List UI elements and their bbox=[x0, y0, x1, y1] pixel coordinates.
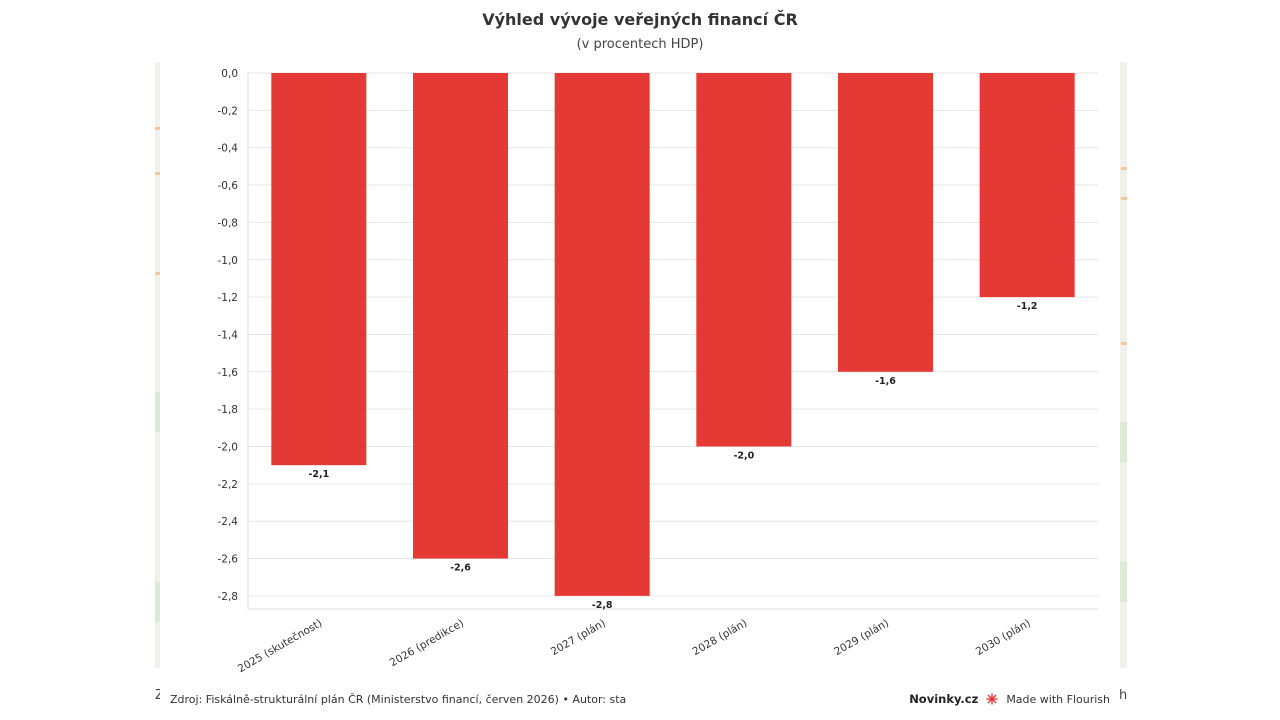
y-tick-label: -1,2 bbox=[218, 292, 239, 304]
chart-embed: Výhled vývoje veřejných financí ČR (v pr… bbox=[160, 0, 1120, 720]
x-tick-label: 2027 (plán) bbox=[549, 617, 608, 658]
y-tick-label: -1,8 bbox=[218, 404, 239, 416]
bar-data-label: -1,6 bbox=[875, 376, 896, 387]
y-tick-label: -0,4 bbox=[218, 143, 239, 155]
y-tick-label: -2,6 bbox=[218, 554, 239, 566]
x-tick-label: 2025 (skutečnost) bbox=[236, 617, 324, 675]
background-edge-char-right: h bbox=[1119, 688, 1128, 703]
y-tick-label: -1,0 bbox=[218, 255, 239, 267]
y-tick-label: -2,8 bbox=[218, 591, 239, 603]
chart-subtitle: (v procentech HDP) bbox=[576, 37, 704, 52]
source-note: Zdroj: Fiskálně-strukturální plán ČR (Mi… bbox=[170, 693, 627, 706]
made-with-flourish-link[interactable]: Made with Flourish bbox=[1006, 692, 1110, 706]
bar-data-label: -2,8 bbox=[592, 600, 613, 611]
bar bbox=[979, 73, 1075, 298]
x-tick-label: 2028 (plán) bbox=[691, 617, 750, 658]
y-tick-label: -2,2 bbox=[218, 479, 239, 491]
x-tick-label: 2026 (predikce) bbox=[388, 617, 466, 669]
y-tick-label: -0,6 bbox=[218, 180, 239, 192]
y-tick-label: -1,6 bbox=[218, 367, 239, 379]
bar-chart: 0,0 -0,2 -0,4 -0,6 -0,8 -1,0 -1,2 -1,4 -1,6 -1,8 -… bbox=[218, 68, 1098, 675]
y-tick-label: -2,0 bbox=[218, 442, 239, 454]
y-tick-label: -0,2 bbox=[218, 105, 239, 117]
y-tick-label: -1,4 bbox=[218, 329, 239, 341]
bar-data-label: -2,1 bbox=[308, 469, 329, 480]
brand-logo[interactable]: Novinky.cz bbox=[909, 692, 979, 706]
bar-data-label: -2,0 bbox=[733, 451, 754, 462]
x-tick-label: 2030 (plán) bbox=[974, 617, 1033, 658]
flourish-logo-icon bbox=[986, 693, 998, 705]
bar bbox=[696, 73, 792, 447]
y-tick-label: -0,8 bbox=[218, 217, 239, 229]
bar bbox=[413, 73, 508, 559]
footer-branding: Novinky.cz Made with Flourish bbox=[909, 692, 1110, 706]
background-edge-char-left: Z bbox=[155, 688, 164, 703]
y-tick-label: -2,4 bbox=[218, 516, 239, 528]
bar-data-label: -2,6 bbox=[450, 563, 471, 574]
bar bbox=[554, 73, 650, 596]
y-tick-label: 0,0 bbox=[221, 68, 238, 80]
bar-data-label: -1,2 bbox=[1017, 301, 1038, 312]
x-tick-label: 2029 (plán) bbox=[832, 617, 891, 658]
bar bbox=[838, 73, 933, 372]
chart-title: Výhled vývoje veřejných financí ČR bbox=[482, 10, 798, 29]
bar bbox=[271, 73, 367, 466]
